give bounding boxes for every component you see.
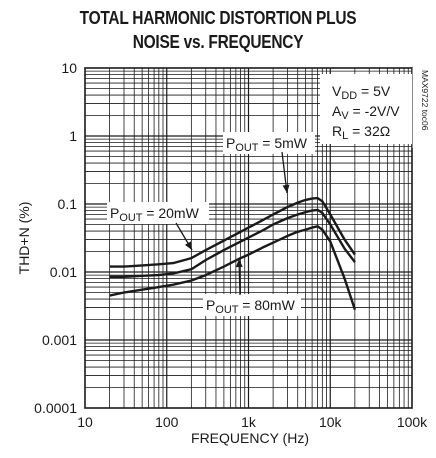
arrow-5mw-head <box>282 184 290 193</box>
y-tick-label: 10 <box>61 60 77 76</box>
y-tick-label: 1 <box>69 128 77 144</box>
chart-title-line-1: TOTAL HARMONIC DISTORTION PLUS <box>79 8 357 28</box>
series-line-5mw <box>109 196 356 268</box>
y-axis-label: THD+N (%) <box>16 202 32 275</box>
series-label-5mw: POUT = 5mW <box>226 135 308 154</box>
series-layer <box>109 196 357 310</box>
series-label-80mw: POUT = 80mW <box>206 297 296 316</box>
condition-av: AV = -2V/V <box>332 103 400 122</box>
label-80mw-bg <box>203 294 301 316</box>
condition-vdd: VDD = 5V <box>332 83 391 102</box>
chart-title-line-2: NOISE vs. FREQUENCY <box>132 32 304 52</box>
grid <box>85 68 412 408</box>
x-axis-label: FREQUENCY (Hz) <box>191 430 309 446</box>
y-tick-label: 0.01 <box>50 264 77 280</box>
plot-frame <box>84 67 413 409</box>
y-tick-label: 0.001 <box>42 332 77 348</box>
arrow-20mw-head <box>184 241 192 250</box>
x-tick-label: 10k <box>319 414 343 430</box>
figure-code: MAX9722 toc06 <box>420 70 430 131</box>
arrow-80mw-head <box>235 259 243 268</box>
condition-rl: RL = 32Ω <box>332 123 390 142</box>
series-label-20mw: POUT = 20mW <box>110 205 200 224</box>
label-5mw-bg <box>223 132 315 154</box>
series-line-80mw <box>109 225 357 310</box>
x-tick-label: 100 <box>155 414 179 430</box>
x-tick-label: 100k <box>397 414 428 430</box>
series-line-20mw <box>109 208 356 278</box>
figure-code-bg <box>412 68 425 148</box>
conditions-box <box>320 74 412 144</box>
label-20mw-bg <box>107 202 209 224</box>
x-tick-label: 10 <box>77 414 93 430</box>
x-tick-label: 1k <box>241 414 257 430</box>
y-tick-label: 0.1 <box>58 196 78 212</box>
y-tick-label: 0.0001 <box>34 400 77 416</box>
